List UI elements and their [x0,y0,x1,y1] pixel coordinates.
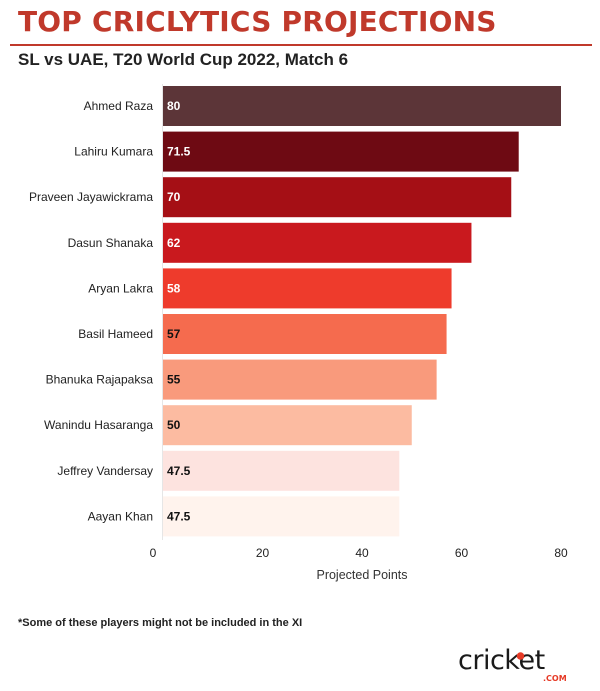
data-label: 80 [167,99,181,113]
bar-3 [163,222,472,263]
category-label: Bhanuka Rajapaksa [46,373,154,387]
data-label: 57 [167,327,181,341]
data-label: 62 [167,236,181,250]
category-label: Lahiru Kumara [74,145,153,159]
data-label: 58 [167,281,181,295]
data-label: 47.5 [167,464,191,478]
category-label: Aryan Lakra [88,281,153,295]
bar-6 [163,359,437,400]
bar-4 [163,268,452,309]
x-tick-label: 60 [455,546,469,560]
footnote: *Some of these players might not be incl… [18,617,303,629]
category-label: Basil Hameed [78,327,153,341]
bar-8 [163,450,400,491]
cricket-com-logo: cricket .COM [458,645,567,683]
bar-7 [163,405,412,446]
data-label: 71.5 [167,145,191,159]
category-label: Jeffrey Vandersay [57,464,153,478]
category-label: Praveen Jayawickrama [29,190,153,204]
category-label: Ahmed Raza [84,99,154,113]
data-label: 47.5 [167,509,191,523]
category-label: Dasun Shanaka [68,236,154,250]
chart-title: TOP CRICLYTICS PROJECTIONS [18,5,497,38]
bar-9 [163,496,400,537]
svg-text:cricket: cricket [458,645,545,676]
chart-subtitle: SL vs UAE, T20 World Cup 2022, Match 6 [18,50,349,69]
category-label: Wanindu Hasaranga [44,418,153,432]
x-tick-label: 0 [150,546,157,560]
bar-chart: Ahmed Raza 80 Lahiru Kumara 71.5 Praveen Jay… [29,84,568,582]
x-tick-label: 40 [355,546,369,560]
data-label: 55 [167,373,181,387]
x-tick-label: 80 [554,546,568,560]
x-tick-label: 20 [256,546,270,560]
data-label: 50 [167,418,181,432]
svg-text:.COM: .COM [543,674,567,683]
data-label: 70 [167,190,181,204]
title-divider [10,44,592,46]
bar-1 [163,131,519,172]
bar-2 [163,177,512,218]
category-label: Aayan Khan [88,509,153,523]
x-axis-label: Projected Points [316,568,407,582]
bar-0 [163,86,561,126]
bar-5 [163,314,447,354]
